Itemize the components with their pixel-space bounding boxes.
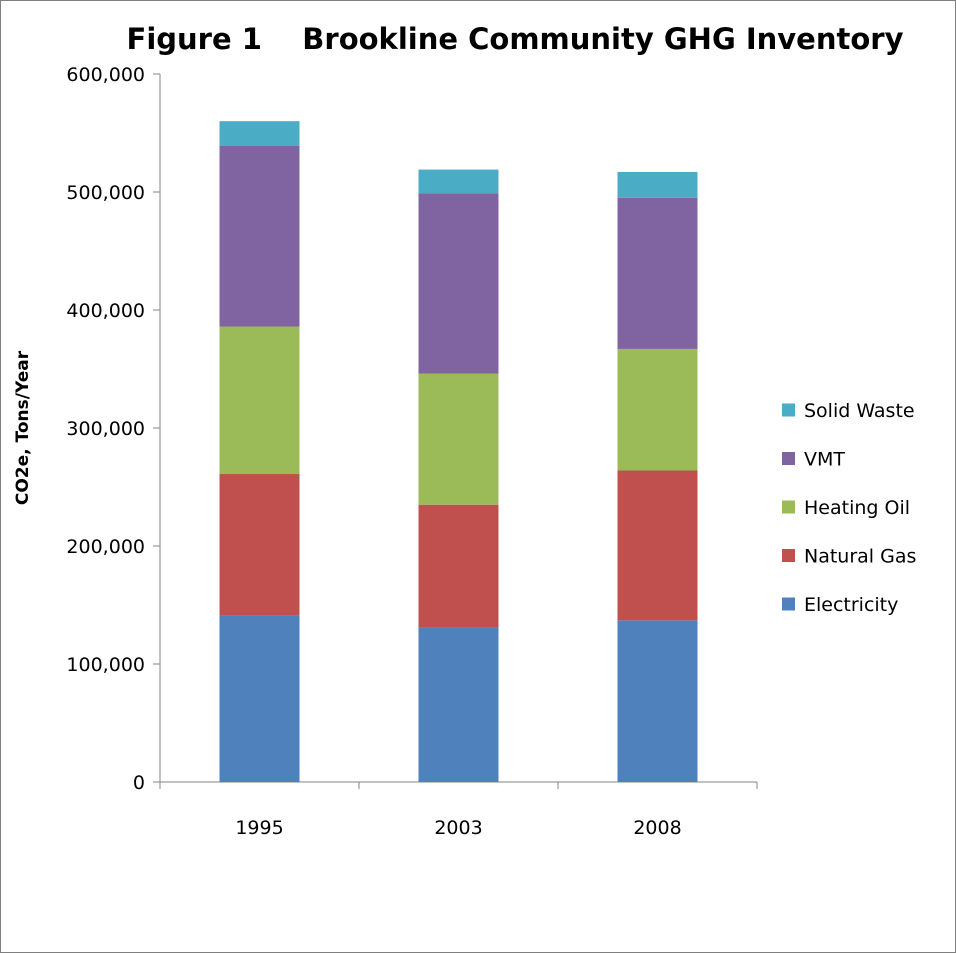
bar-solid-waste-2008	[617, 171, 698, 198]
bar-vmt-2003	[418, 193, 499, 374]
bar-natural-gas-2003	[418, 504, 499, 628]
chart-title: Figure 1 Brookline Community GHG Invento…	[127, 22, 904, 56]
legend-label-vmt: VMT	[804, 449, 845, 471]
legend-label-natural-gas: Natural Gas	[804, 546, 916, 568]
y-tick-label: 300,000	[66, 418, 145, 440]
y-tick-label: 600,000	[66, 64, 145, 86]
legend: Solid Waste VMT Heating Oil Natural Gas Elec…	[782, 400, 916, 616]
bar-heating-oil-2008	[617, 348, 698, 471]
legend-swatch-solid-waste	[782, 403, 795, 417]
bar-heating-oil-2003	[418, 373, 499, 505]
x-tick-label: 2008	[633, 817, 681, 839]
bar-electricity-2003	[418, 627, 499, 782]
bar-solid-waste-1995	[219, 121, 300, 146]
y-axis-label: CO2e, Tons/Year	[13, 350, 33, 505]
legend-swatch-natural-gas	[782, 549, 795, 562]
bar-electricity-1995	[219, 615, 300, 782]
legend-swatch-heating-oil	[782, 500, 795, 514]
legend-label-heating-oil: Heating Oil	[804, 497, 910, 519]
y-tick-label: 200,000	[66, 536, 145, 558]
bar-electricity-2008	[617, 620, 698, 782]
y-tick-label: 400,000	[66, 300, 145, 322]
y-tick-label: 0	[133, 772, 145, 794]
bar-vmt-1995	[219, 145, 300, 327]
plot-area: 0 100,000 200,000 300,000 400,000 500,000 600,…	[66, 64, 758, 839]
x-tick-label: 1995	[235, 817, 283, 839]
bar-natural-gas-2008	[617, 470, 698, 621]
bar-natural-gas-1995	[219, 474, 300, 616]
bar-solid-waste-2003	[418, 169, 499, 194]
y-tick-label: 100,000	[66, 654, 145, 676]
legend-swatch-vmt	[782, 452, 795, 465]
legend-swatch-electricity	[782, 597, 795, 611]
legend-label-electricity: Electricity	[804, 594, 898, 616]
x-tick-label: 2003	[434, 817, 482, 839]
y-tick-label: 500,000	[66, 182, 145, 204]
bar-vmt-2008	[617, 197, 698, 349]
legend-label-solid-waste: Solid Waste	[804, 400, 915, 422]
bar-heating-oil-1995	[219, 326, 300, 475]
